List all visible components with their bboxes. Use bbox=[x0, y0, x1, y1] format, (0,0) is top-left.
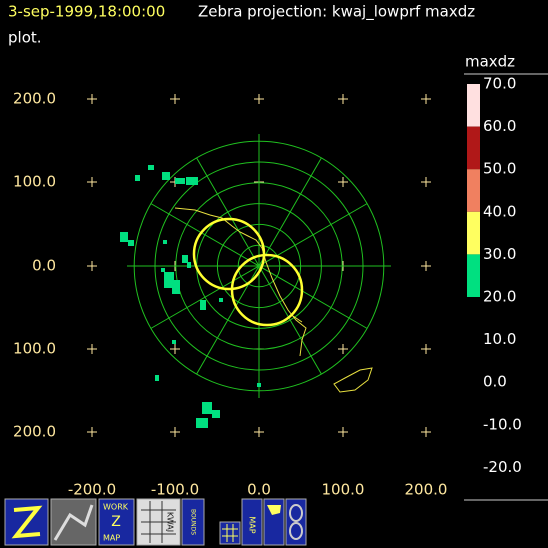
echo bbox=[187, 262, 191, 268]
echo bbox=[175, 178, 185, 184]
grid-plus bbox=[170, 94, 180, 104]
echo bbox=[162, 172, 170, 180]
echo bbox=[172, 280, 180, 294]
icon-label: MAP bbox=[103, 534, 120, 543]
echo bbox=[128, 240, 134, 246]
echo bbox=[120, 232, 128, 242]
map-icon[interactable] bbox=[241, 498, 263, 546]
x-tick-label: 0.0 bbox=[247, 481, 271, 499]
y-tick-label: 200.0 bbox=[13, 90, 56, 108]
grid-plus bbox=[338, 177, 348, 187]
icon-label: Z bbox=[111, 514, 121, 530]
grid-plus bbox=[338, 94, 348, 104]
time-label: 3-sep-1999,18:00:00 bbox=[8, 3, 165, 21]
grid-plus bbox=[421, 344, 431, 354]
grid-plus bbox=[170, 427, 180, 437]
work-map-icon[interactable] bbox=[98, 498, 135, 546]
echo bbox=[205, 406, 209, 410]
x-tick-label: 100.0 bbox=[322, 481, 365, 499]
colorbar-swatch bbox=[467, 126, 480, 170]
coastline bbox=[174, 207, 373, 393]
colorbar-label: 70.0 bbox=[483, 75, 516, 93]
grid-plus bbox=[87, 344, 97, 354]
echo bbox=[200, 300, 206, 310]
colorbar-label: 30.0 bbox=[483, 245, 516, 263]
grid-glyph bbox=[222, 524, 238, 542]
loop-glyph bbox=[289, 504, 303, 522]
icon-label: WORK bbox=[103, 503, 129, 512]
usmap-glyph bbox=[267, 505, 281, 515]
grid-plus bbox=[87, 261, 97, 271]
grid-plus bbox=[421, 427, 431, 437]
y-tick-label: 0.0 bbox=[32, 257, 56, 275]
colorbar-label: 50.0 bbox=[483, 160, 516, 178]
colorbar-label: 20.0 bbox=[483, 288, 516, 306]
colorbar-label: 60.0 bbox=[483, 117, 516, 135]
satellite-glyph bbox=[53, 504, 94, 541]
grid-plus bbox=[338, 344, 348, 354]
x-tick-label: -200.0 bbox=[68, 481, 116, 499]
grid-plus bbox=[87, 177, 97, 187]
grid-plus bbox=[87, 94, 97, 104]
echo bbox=[148, 165, 154, 170]
colorbar-swatch bbox=[467, 84, 480, 127]
icon-label: BOUNDS bbox=[190, 509, 197, 535]
colorbar: 70.0 60.0 50.0 40.0 30.0 20.0 10.0 0.0 -10.0 -20.… bbox=[467, 75, 522, 476]
echo bbox=[212, 410, 220, 418]
plot-area: 200.0 100.0 0.0 100.0 200.0 -200.0 -100.0 0.0 10… bbox=[13, 90, 447, 499]
bounds-icon[interactable] bbox=[181, 498, 205, 546]
grid-plus bbox=[338, 427, 348, 437]
echo bbox=[135, 175, 140, 181]
grid-glyph bbox=[141, 501, 176, 543]
grid-plus bbox=[421, 177, 431, 187]
title: Zebra projection: kwaj_lowprf maxdz bbox=[198, 3, 475, 22]
echo bbox=[257, 383, 261, 387]
loop-glyph bbox=[289, 522, 303, 540]
grid-plus bbox=[254, 427, 264, 437]
x-tick-label: -100.0 bbox=[151, 481, 199, 499]
satellite-icon[interactable] bbox=[50, 498, 97, 546]
title-continued: plot. bbox=[8, 29, 42, 47]
echo bbox=[196, 418, 208, 428]
x-tick-label: 200.0 bbox=[405, 481, 448, 499]
azimuth-spoke bbox=[150, 203, 368, 329]
grid-plus bbox=[87, 427, 97, 437]
colorbar-field: maxdz bbox=[465, 53, 515, 71]
track-circle bbox=[230, 253, 304, 327]
y-tick-label: 100.0 bbox=[13, 340, 56, 358]
grid-plus bbox=[170, 344, 180, 354]
echo bbox=[186, 177, 198, 185]
colorbar-swatch bbox=[467, 211, 480, 255]
colorbar-label: -20.0 bbox=[483, 458, 522, 476]
echo bbox=[182, 255, 188, 263]
grid-icon[interactable] bbox=[219, 521, 241, 545]
colorbar-label: -10.0 bbox=[483, 415, 522, 433]
echo bbox=[163, 240, 167, 244]
icon-label: KWAJ bbox=[166, 512, 175, 532]
toolbar: WORK Z MAP KWAJ BOUNDS MAP bbox=[4, 498, 307, 546]
grid-plus bbox=[421, 261, 431, 271]
echo bbox=[172, 340, 176, 344]
grid-plus bbox=[254, 94, 264, 104]
echo bbox=[219, 298, 223, 302]
y-tick-label: 200.0 bbox=[13, 423, 56, 441]
icon-label: MAP bbox=[248, 516, 257, 533]
grid-plus bbox=[421, 94, 431, 104]
z-glyph bbox=[11, 505, 43, 539]
echo bbox=[155, 375, 159, 381]
echo bbox=[164, 272, 174, 288]
colorbar-label: 40.0 bbox=[483, 202, 516, 220]
echo bbox=[161, 268, 165, 272]
colorbar-swatch bbox=[467, 254, 480, 297]
colorbar-swatch bbox=[467, 169, 480, 212]
colorbar-label: 0.0 bbox=[483, 373, 507, 391]
colorbar-label: 10.0 bbox=[483, 330, 516, 348]
y-tick-label: 100.0 bbox=[13, 173, 56, 191]
